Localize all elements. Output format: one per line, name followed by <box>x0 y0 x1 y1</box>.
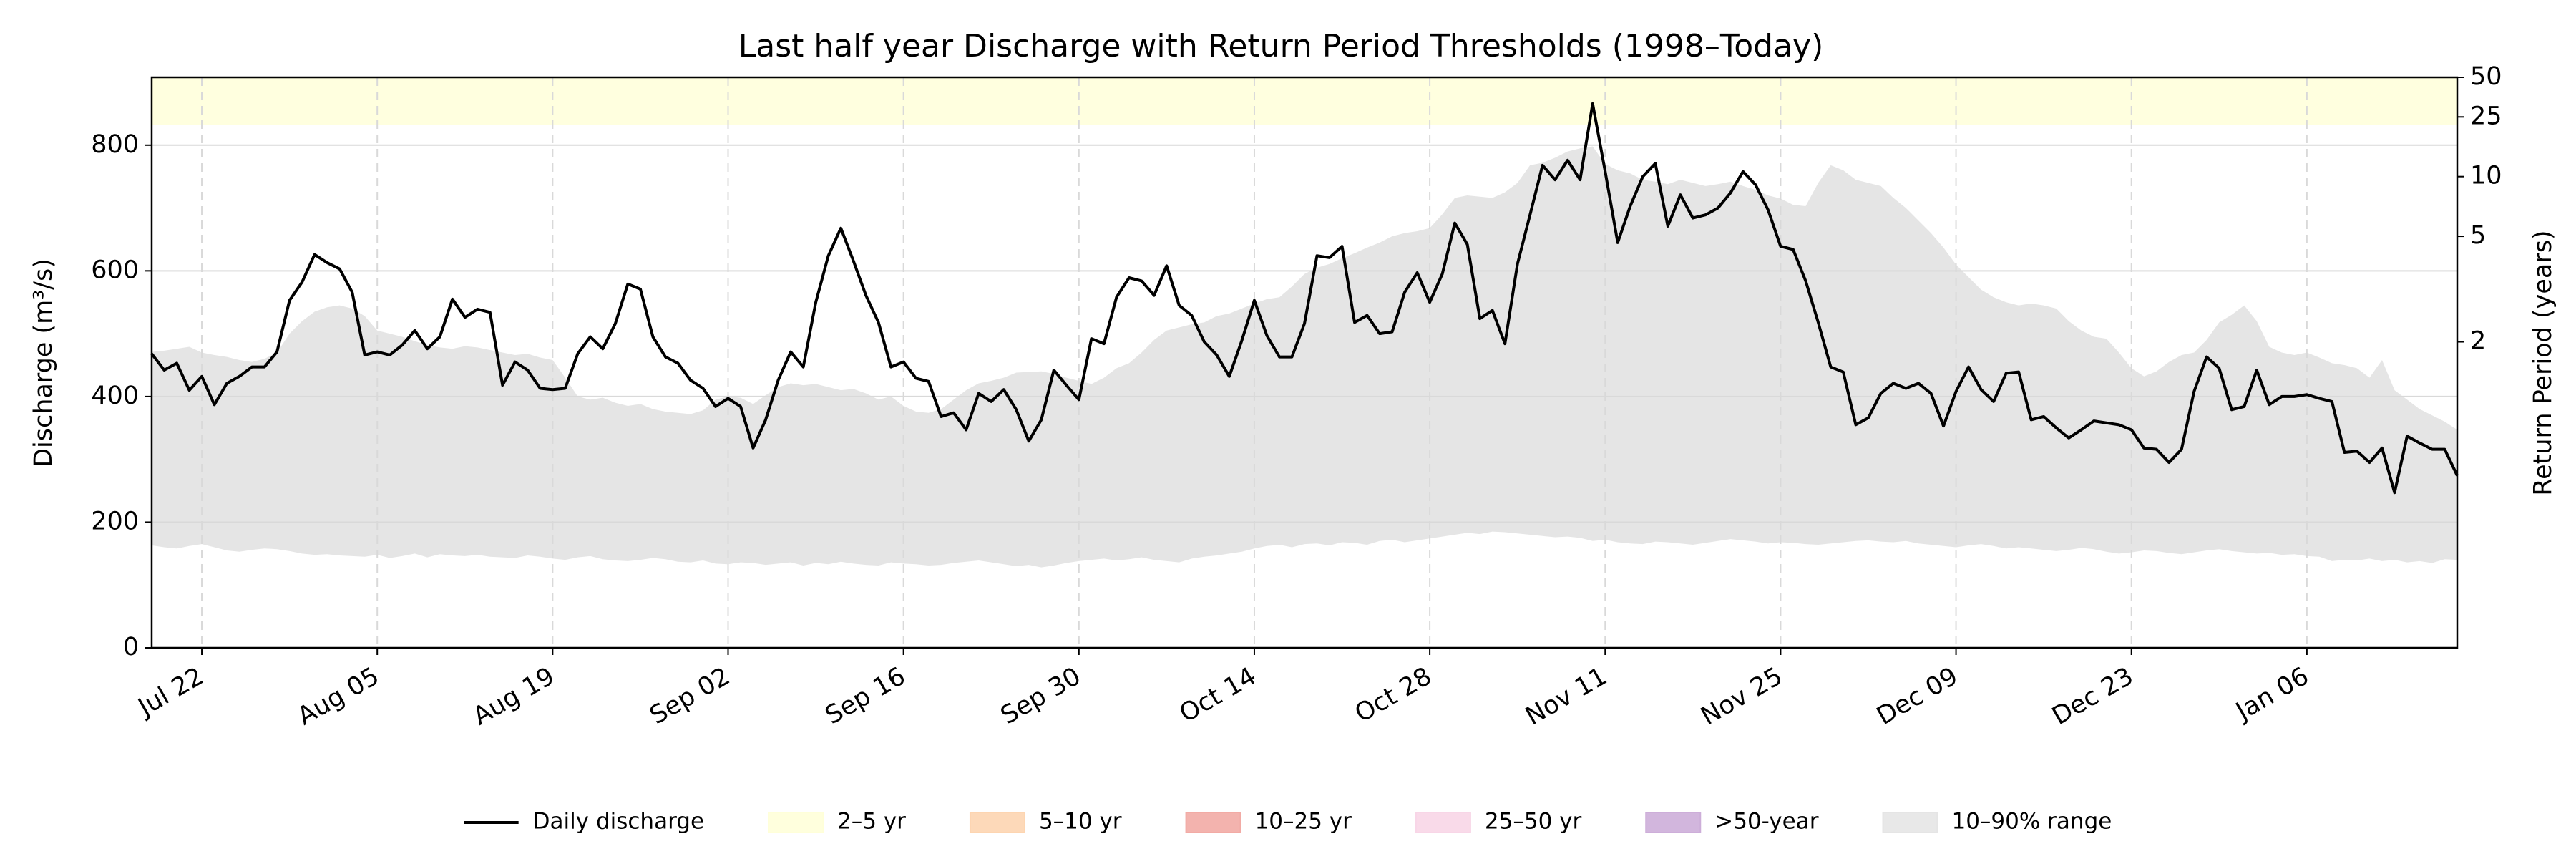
y-tick-label: 0 <box>123 633 139 661</box>
legend-patch <box>1882 812 1938 833</box>
y-tick-label: 400 <box>91 382 139 410</box>
x-tick-label: Dec 23 <box>2047 662 2138 731</box>
y2-tick-label: 5 <box>2470 221 2486 250</box>
y2-tick-label: 2 <box>2470 327 2486 356</box>
legend-label: 10–90% range <box>1951 809 2112 835</box>
x-tick-label: Jan 06 <box>2230 662 2314 727</box>
y2-tick-label: 50 <box>2470 62 2502 91</box>
legend-label: Daily discharge <box>533 809 704 835</box>
legend-label: >50-year <box>1714 809 1818 835</box>
range-band <box>152 146 2457 568</box>
x-tick-label: Sep 30 <box>996 662 1085 730</box>
x-tick-label: Jul 22 <box>132 662 209 723</box>
legend-patch <box>1645 812 1702 833</box>
x-tick-label: Oct 14 <box>1175 662 1262 729</box>
discharge-line <box>150 102 2459 495</box>
legend-label: 2–5 yr <box>837 809 906 835</box>
y-tick-label: 200 <box>91 507 139 535</box>
legend-label: 25–50 yr <box>1485 809 1582 835</box>
y2-axis-label: Return Period (years) <box>2529 230 2557 495</box>
x-tick-label: Nov 25 <box>1697 662 1787 732</box>
x-tick-label: Dec 09 <box>1872 662 1963 731</box>
x-tick-label: Oct 28 <box>1350 662 1437 729</box>
x-tick-label: Aug 19 <box>468 662 559 732</box>
y-tick-label: 800 <box>91 130 139 159</box>
legend-label: 5–10 yr <box>1039 809 1122 835</box>
chart-title: Last half year Discharge with Return Per… <box>738 28 1824 64</box>
x-tick-label: Nov 11 <box>1521 662 1611 732</box>
x-tick-label: Sep 16 <box>821 662 910 730</box>
y2-tick-label: 10 <box>2470 162 2502 190</box>
legend-patch <box>768 812 824 833</box>
plot-frame <box>150 76 2459 649</box>
y2-tick-label: 25 <box>2470 102 2502 130</box>
y-tick-label: 600 <box>91 256 139 284</box>
legend: Daily discharge 2–5 yr 5–10 yr 10–25 yr 25–5… <box>464 809 2112 835</box>
x-tick-label: Aug 05 <box>293 662 384 732</box>
x-tick-label: Sep 02 <box>645 662 735 730</box>
legend-label: 10–25 yr <box>1255 809 1352 835</box>
legend-patch <box>1185 812 1241 833</box>
y-axis-label: Discharge (m³/s) <box>29 258 58 467</box>
legend-patch <box>1415 812 1471 833</box>
legend-patch <box>969 812 1025 833</box>
return-band <box>152 77 2457 125</box>
